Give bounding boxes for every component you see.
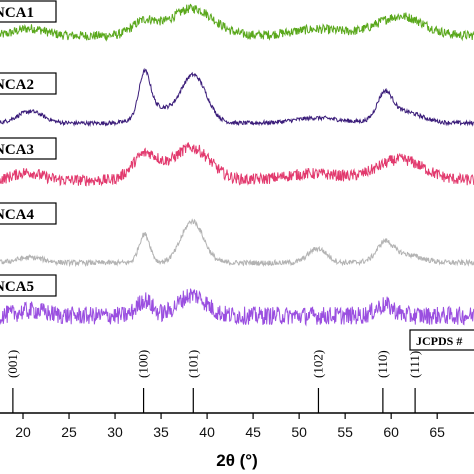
x-tick-label: 45 xyxy=(245,424,261,440)
x-tick-label: 60 xyxy=(383,424,399,440)
x-axis-label: 2θ (°) xyxy=(216,451,258,470)
sample-label-text: NCA4 xyxy=(0,207,34,223)
sample-label-text: NCA5 xyxy=(0,279,34,295)
hkl-label: (110) xyxy=(375,350,390,378)
series-line-nca3 xyxy=(0,142,474,187)
sample-label-text: NCA1 xyxy=(0,5,34,21)
x-tick-label: 30 xyxy=(107,424,123,440)
sample-label-nca1: NCA1 xyxy=(0,0,57,23)
reference-pattern: (001) (100) (101) (102) (110) (111) JCPDS # xyxy=(5,329,474,413)
x-tick-label: 20 xyxy=(15,424,31,440)
x-tick-label: 50 xyxy=(291,424,307,440)
sample-label-nca2: NCA2 xyxy=(0,72,57,95)
sample-labels: NCA1 NCA2 NCA3 NCA4 NCA5 xyxy=(0,0,57,297)
sample-label-box xyxy=(0,72,57,95)
sample-label-box xyxy=(0,137,57,160)
series-line-nca1 xyxy=(0,3,474,42)
sample-label-nca5: NCA5 xyxy=(0,274,57,297)
x-axis: 20 25 30 35 40 45 50 55 60 65 xyxy=(0,412,474,440)
x-tick-label: 25 xyxy=(61,424,77,440)
reference-label-box xyxy=(409,329,474,351)
sample-label-box xyxy=(0,274,57,297)
sample-label-text: NCA3 xyxy=(0,142,34,158)
sample-label-box xyxy=(0,0,57,23)
reference-label: JCPDS # xyxy=(409,329,474,351)
sample-label-text: NCA2 xyxy=(0,77,34,93)
sample-label-nca3: NCA3 xyxy=(0,137,57,160)
hkl-label: (001) xyxy=(5,350,20,378)
sample-label-box xyxy=(0,202,57,225)
hkl-label: (100) xyxy=(136,350,151,378)
hkl-label: (101) xyxy=(185,350,200,378)
x-tick-label: 35 xyxy=(153,424,169,440)
x-tick-label: 55 xyxy=(337,424,353,440)
x-tick-label: 65 xyxy=(429,424,445,440)
reference-label-text: JCPDS # xyxy=(416,334,462,348)
hkl-label: (111) xyxy=(407,351,422,378)
xrd-traces xyxy=(0,3,474,327)
sample-label-nca4: NCA4 xyxy=(0,202,57,225)
series-line-nca2 xyxy=(0,67,474,127)
hkl-label: (102) xyxy=(310,350,325,378)
x-tick-label: 40 xyxy=(199,424,215,440)
series-line-nca4 xyxy=(0,218,474,268)
series-line-nca5 xyxy=(0,288,474,327)
